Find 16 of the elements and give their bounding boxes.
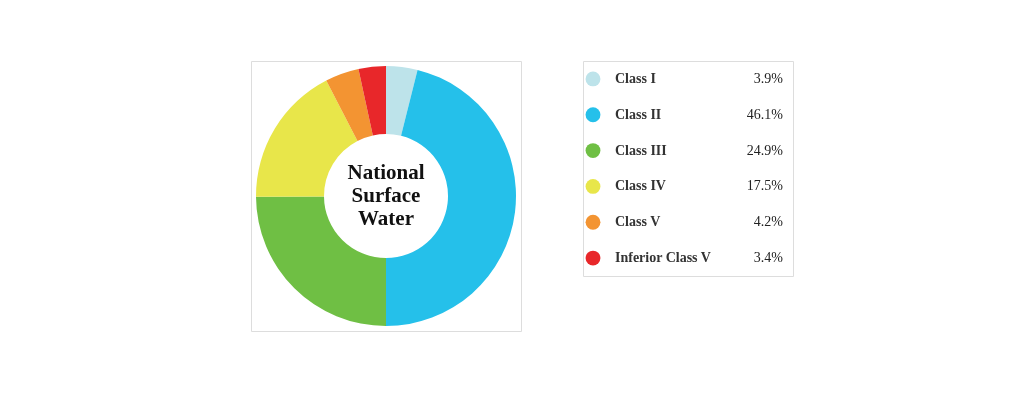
donut-slice [358,66,386,136]
data-label: 3.4% [753,250,784,266]
data-label: 17.5% [746,178,784,194]
legend-label: Class V [615,214,661,230]
donut-slice [386,66,418,136]
data-label: 46.1% [746,106,784,122]
legend-label: Class II [615,106,662,122]
data-label: 3.9% [753,70,784,86]
legend-label: Class III [615,142,667,158]
legend-label: Inferior Class V [615,250,711,266]
legend-label: Class IV [615,178,666,194]
data-label: 24.9% [746,142,784,158]
legend-label: Class I [615,70,656,86]
donut-slice [326,68,373,141]
data-label: 4.2% [753,214,784,230]
text: National Surface Water [347,160,425,230]
